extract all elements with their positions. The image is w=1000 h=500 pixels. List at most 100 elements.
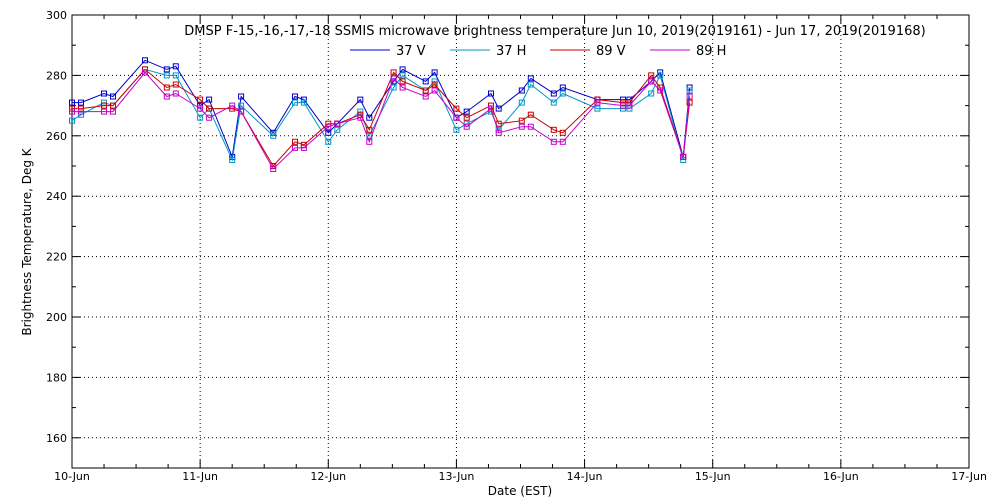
data-point bbox=[110, 102, 116, 109]
x-axis-label: Date (EST) bbox=[488, 484, 552, 498]
series-line bbox=[72, 68, 691, 167]
data-point bbox=[325, 123, 332, 130]
data-point bbox=[431, 81, 438, 88]
data-point bbox=[527, 123, 534, 130]
data-point bbox=[78, 99, 84, 106]
data-point bbox=[422, 78, 429, 85]
data-point bbox=[399, 84, 406, 91]
data-point bbox=[453, 114, 460, 121]
data-point bbox=[431, 69, 438, 76]
data-point bbox=[238, 93, 245, 100]
data-point bbox=[390, 69, 397, 76]
data-point bbox=[334, 126, 341, 133]
data-point bbox=[559, 138, 566, 145]
data-point bbox=[495, 129, 502, 136]
x-tick-label: 16-Jun bbox=[823, 470, 859, 483]
data-point bbox=[550, 99, 557, 106]
data-point bbox=[325, 129, 332, 136]
data-point bbox=[686, 87, 693, 94]
legend-label: 37 H bbox=[496, 44, 526, 59]
data-point bbox=[69, 117, 75, 124]
data-point bbox=[648, 78, 655, 85]
y-tick-label: 300 bbox=[46, 9, 67, 22]
data-point bbox=[172, 72, 179, 79]
axis-ticks: 160 180 200 220 240 260 280 300 10-Jun 11-Jun 12-J… bbox=[46, 9, 987, 483]
data-point bbox=[292, 93, 298, 100]
legend-label: 89 V bbox=[596, 44, 626, 59]
series-89-h bbox=[69, 69, 693, 172]
data-point bbox=[657, 87, 664, 94]
data-point bbox=[648, 90, 655, 97]
data-point bbox=[399, 72, 406, 79]
data-point bbox=[594, 105, 601, 112]
data-point bbox=[172, 63, 179, 70]
data-point bbox=[620, 102, 626, 109]
data-point bbox=[101, 90, 107, 97]
series-line bbox=[71, 68, 691, 162]
grid-lines bbox=[72, 15, 969, 468]
data-point bbox=[422, 87, 429, 94]
data-point bbox=[110, 93, 116, 100]
data-point bbox=[366, 114, 373, 121]
data-point bbox=[680, 157, 687, 163]
data-point bbox=[292, 99, 298, 106]
data-point bbox=[559, 129, 566, 136]
data-point bbox=[488, 90, 494, 97]
y-tick-label: 200 bbox=[46, 311, 67, 324]
data-point bbox=[463, 114, 470, 121]
data-point bbox=[292, 138, 298, 145]
plot-frame bbox=[71, 14, 970, 469]
data-point bbox=[422, 93, 429, 100]
series-line bbox=[72, 71, 691, 170]
data-point bbox=[238, 108, 245, 115]
data-point bbox=[399, 78, 406, 85]
data-point bbox=[463, 123, 470, 130]
data-point bbox=[110, 108, 116, 115]
data-point bbox=[399, 66, 406, 73]
data-point bbox=[550, 126, 557, 133]
legend-item: 37 H bbox=[450, 44, 526, 59]
series-37-h bbox=[69, 66, 693, 163]
data-point bbox=[163, 93, 170, 100]
data-point bbox=[527, 111, 534, 118]
data-point bbox=[559, 90, 566, 97]
x-tick-label: 10-Jun bbox=[54, 470, 90, 483]
data-point bbox=[142, 57, 148, 64]
data-point bbox=[527, 75, 534, 82]
x-tick-label: 17-Jun bbox=[951, 470, 987, 483]
y-tick-label: 180 bbox=[46, 371, 67, 384]
data-point bbox=[325, 138, 332, 145]
data-point bbox=[101, 108, 107, 115]
x-tick-label: 11-Jun bbox=[182, 470, 218, 483]
legend-item: 89 V bbox=[550, 44, 626, 59]
data-point bbox=[518, 87, 525, 94]
legend-label: 37 V bbox=[396, 44, 426, 59]
y-axis-label: Brightness Temperature, Deg K bbox=[20, 147, 34, 335]
data-point bbox=[172, 81, 179, 88]
legend: 37 V 37 H 89 V 89 H bbox=[350, 44, 726, 59]
data-point bbox=[163, 72, 170, 79]
data-point bbox=[292, 144, 298, 151]
data-point bbox=[357, 96, 364, 103]
data-point bbox=[197, 96, 204, 103]
data-point bbox=[463, 108, 470, 115]
y-tick-label: 280 bbox=[46, 69, 67, 82]
chart-title: DMSP F-15,-16,-17,-18 SSMIS microwave br… bbox=[184, 24, 925, 39]
data-point bbox=[300, 99, 307, 106]
legend-item: 37 V bbox=[350, 44, 426, 59]
data-point bbox=[206, 96, 213, 103]
data-point bbox=[366, 126, 373, 133]
data-point bbox=[527, 81, 534, 88]
data-point bbox=[163, 84, 170, 91]
data-point bbox=[270, 132, 277, 139]
data-point bbox=[518, 99, 525, 106]
data-point bbox=[686, 93, 693, 100]
data-point bbox=[550, 138, 557, 145]
data-point bbox=[453, 126, 460, 133]
data-point bbox=[431, 87, 438, 94]
data-point bbox=[390, 75, 397, 82]
data-point bbox=[657, 72, 664, 79]
legend-label: 89 H bbox=[696, 44, 726, 59]
data-point bbox=[366, 138, 373, 145]
